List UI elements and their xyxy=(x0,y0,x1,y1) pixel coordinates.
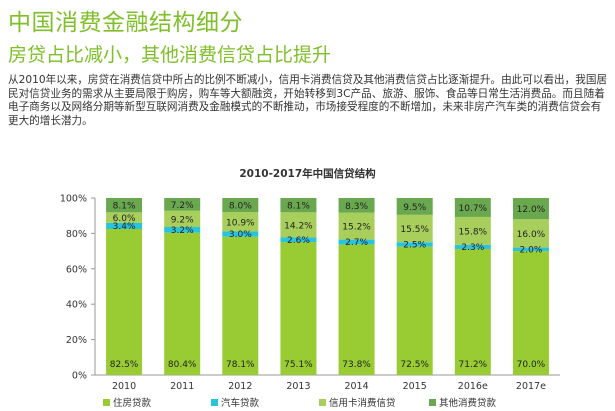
y-tick-label: 20% xyxy=(66,335,87,346)
data-label: 8.0% xyxy=(229,202,252,212)
x-tick-label: 2011 xyxy=(170,381,194,392)
legend-label: 住房贷款 xyxy=(113,398,152,409)
data-label: 2.7% xyxy=(345,238,368,248)
bar-segment xyxy=(338,212,375,240)
legend-item: 汽车贷款 xyxy=(211,395,259,409)
y-tick-label: 80% xyxy=(66,229,87,240)
x-tick-label: 2016e xyxy=(458,381,488,392)
bar-segment xyxy=(280,237,317,243)
data-label: 8.1% xyxy=(113,202,136,212)
x-tick-label: 2012 xyxy=(228,381,252,392)
x-tick-label: 2013 xyxy=(286,381,310,392)
data-label: 15.5% xyxy=(400,225,429,235)
legend-item: 其他消费贷款 xyxy=(429,395,496,409)
legend-item: 住房贷款 xyxy=(103,395,151,409)
bar-segment xyxy=(106,228,143,375)
bar-segment xyxy=(164,227,201,233)
data-label: 78.1% xyxy=(226,360,255,370)
data-label: 16.0% xyxy=(517,230,546,240)
legend-swatch xyxy=(211,398,218,406)
data-label: 12.0% xyxy=(517,205,546,215)
x-tick-label: 2017e xyxy=(516,381,546,392)
bar-segment xyxy=(338,244,375,375)
bar-segment xyxy=(222,236,259,375)
data-label: 9.2% xyxy=(171,215,194,225)
data-label: 2.3% xyxy=(461,243,484,253)
data-label: 15.8% xyxy=(459,227,488,237)
bar-segment xyxy=(164,232,201,375)
data-label: 2.5% xyxy=(403,240,426,250)
bar-segment xyxy=(222,212,259,232)
data-label: 8.1% xyxy=(287,202,310,212)
legend-item: 信用卡消费信贷 xyxy=(319,395,396,409)
data-label: 8.3% xyxy=(345,202,368,212)
bar-segment xyxy=(106,198,143,213)
data-label: 3.0% xyxy=(229,230,252,240)
data-label: 82.5% xyxy=(110,360,139,370)
bar-segment xyxy=(396,214,433,243)
data-label: 14.2% xyxy=(284,221,313,231)
data-label: 80.4% xyxy=(168,360,197,370)
bar-segment xyxy=(222,231,259,237)
bar-segment xyxy=(396,198,433,215)
x-tick-label: 2014 xyxy=(344,381,368,392)
bar-segment xyxy=(512,219,549,248)
bar-segment xyxy=(106,222,143,229)
data-label: 73.8% xyxy=(342,360,371,370)
bar-segment xyxy=(454,216,491,245)
intro-paragraph: 从2010年以来，房贷在消费信贷中所占的比例不断减小，信用卡消费信贷及其他消费信… xyxy=(8,74,608,127)
page-subtitle: 房贷占比减小，其他消费信贷占比提升 xyxy=(8,44,332,66)
chart-legend: 住房贷款 汽车贷款 信用卡消费信贷 其他消费贷款 xyxy=(103,395,603,409)
legend-label: 汽车贷款 xyxy=(221,398,260,409)
bar-segment xyxy=(280,212,317,238)
bar-segment xyxy=(338,198,375,213)
bar-segment xyxy=(164,210,201,228)
data-label: 6.0% xyxy=(113,214,136,224)
x-tick-label: 2015 xyxy=(403,381,427,392)
bar-segment xyxy=(396,246,433,375)
data-label: 2.0% xyxy=(520,245,543,255)
legend-swatch xyxy=(319,398,326,406)
y-tick-label: 0% xyxy=(72,371,87,382)
data-label: 71.2% xyxy=(459,360,488,370)
y-tick-label: 60% xyxy=(66,264,87,275)
y-tick-label: 40% xyxy=(66,300,87,311)
stacked-bar-chart: 0% 20% 40% 60% 80% 100% 2010 2011 2012 2013 2014 20… xyxy=(60,194,560,392)
legend-label: 其他消费贷款 xyxy=(439,398,497,409)
chart-title: 2010-2017年中国信贷结构 xyxy=(239,168,376,180)
bar-segment xyxy=(512,247,549,252)
data-label: 2.6% xyxy=(287,236,310,246)
page-title: 中国消费金融结构细分 xyxy=(8,10,243,36)
data-label: 70.0% xyxy=(517,360,546,370)
data-label: 3.2% xyxy=(171,226,194,236)
data-label: 75.1% xyxy=(284,360,313,370)
data-label: 72.5% xyxy=(400,360,429,370)
bar-segment xyxy=(396,242,433,247)
bar-segment xyxy=(222,198,259,213)
legend-swatch xyxy=(103,398,110,406)
legend-swatch xyxy=(429,398,436,406)
bar-segment xyxy=(280,242,317,375)
bar-segment xyxy=(164,198,201,211)
bar-segment xyxy=(512,198,549,220)
data-label: 3.4% xyxy=(113,222,136,232)
bar-segment xyxy=(454,198,491,217)
bar-segment xyxy=(338,239,375,245)
data-label: 10.7% xyxy=(459,204,488,214)
bar-segment xyxy=(512,251,549,375)
data-label: 10.9% xyxy=(226,218,255,228)
bar-segment xyxy=(454,244,491,249)
y-tick-label: 100% xyxy=(60,194,87,205)
bar-segment xyxy=(106,212,143,223)
legend-label: 信用卡消费信贷 xyxy=(329,398,396,409)
x-tick-label: 2010 xyxy=(112,381,136,392)
data-label: 7.2% xyxy=(171,201,194,211)
bar-segment xyxy=(454,248,491,375)
bar-segment xyxy=(280,198,317,213)
data-label: 9.5% xyxy=(403,203,426,213)
data-label: 15.2% xyxy=(342,223,371,233)
